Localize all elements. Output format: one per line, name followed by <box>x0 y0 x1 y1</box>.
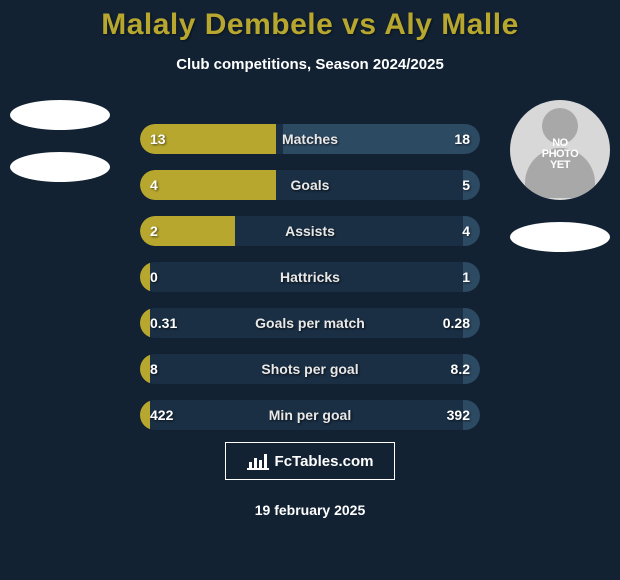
stat-row: 88.2Shots per goal <box>140 354 480 384</box>
stat-row: 45Goals <box>140 170 480 200</box>
player-left-shape-2 <box>10 152 110 182</box>
subtitle: Club competitions, Season 2024/2025 <box>0 56 620 73</box>
stat-row: 24Assists <box>140 216 480 246</box>
player-left-shape-1 <box>10 100 110 130</box>
stat-row: 1318Matches <box>140 124 480 154</box>
player-right-avatar: NO PHOTO YET <box>510 100 610 200</box>
branding-box: FcTables.com <box>225 442 395 480</box>
page-title: Malaly Dembele vs Aly Malle <box>0 0 620 42</box>
stat-row: 01Hattricks <box>140 262 480 292</box>
chart-icon <box>247 452 269 470</box>
player-left-panel <box>0 100 130 204</box>
stat-label: Matches <box>140 124 480 154</box>
stat-label: Shots per goal <box>140 354 480 384</box>
stat-row: 422392Min per goal <box>140 400 480 430</box>
stat-label: Hattricks <box>140 262 480 292</box>
stats-container: 1318Matches 45Goals 24Assists 01Hattricks 0.… <box>140 124 480 446</box>
branding-text: FcTables.com <box>275 453 374 470</box>
avatar-placeholder-text: NO PHOTO YET <box>542 138 578 171</box>
stat-row: 0.310.28Goals per match <box>140 308 480 338</box>
stat-label: Min per goal <box>140 400 480 430</box>
date-label: 19 february 2025 <box>0 502 620 518</box>
stat-label: Goals per match <box>140 308 480 338</box>
stat-label: Goals <box>140 170 480 200</box>
player-right-shape-1 <box>510 222 610 252</box>
player-right-panel: NO PHOTO YET <box>490 100 620 274</box>
stat-label: Assists <box>140 216 480 246</box>
